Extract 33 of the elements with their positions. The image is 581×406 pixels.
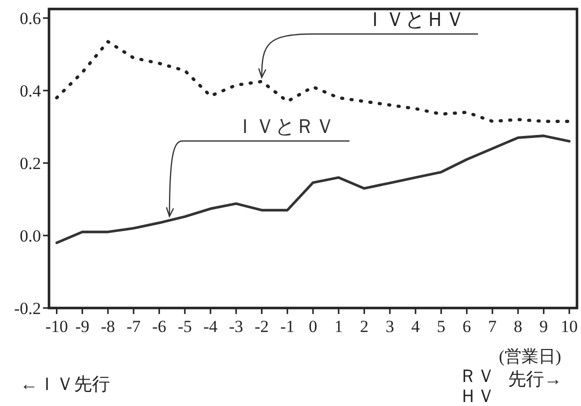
xtick: 2 xyxy=(360,317,368,336)
annotation: ＲＶ xyxy=(459,366,495,386)
xtick: 0 xyxy=(308,317,318,336)
ytick: -0.2 xyxy=(14,299,41,318)
xtick: -9 xyxy=(75,317,90,336)
xtick: -4 xyxy=(203,317,218,336)
series-name: ＩＶとＲＶ xyxy=(235,116,335,138)
xtick: -8 xyxy=(100,317,116,336)
ytick: 0.0 xyxy=(20,226,41,246)
xtick: -10 xyxy=(45,317,68,336)
xtick: -3 xyxy=(229,317,244,336)
xtick: 7 xyxy=(488,317,497,336)
xtick: -5 xyxy=(178,317,192,336)
annotation: ＨＶ xyxy=(459,386,495,406)
ytick: 0.2 xyxy=(20,154,41,174)
xtick: -7 xyxy=(126,317,141,336)
ytick: 0.6 xyxy=(20,9,41,28)
xtick: 6 xyxy=(462,317,472,336)
annotation: ←ＩＶ先行 xyxy=(20,374,110,394)
xtick: 9 xyxy=(539,317,548,336)
xtick: -1 xyxy=(280,317,294,336)
xlabel: (営業日) xyxy=(498,347,562,366)
xtick: 3 xyxy=(386,317,394,336)
xtick: 1 xyxy=(334,317,343,336)
annotation: 先行→ xyxy=(508,369,562,389)
xtick: 4 xyxy=(411,317,420,336)
xtick: -6 xyxy=(152,317,166,336)
xtick: 8 xyxy=(514,317,522,336)
xtick: 5 xyxy=(436,317,446,336)
xtick: 10 xyxy=(560,317,578,336)
ytick: 0.4 xyxy=(20,82,41,101)
series-name: ＩＶとＨＶ xyxy=(365,9,465,31)
xtick: -2 xyxy=(254,317,269,336)
